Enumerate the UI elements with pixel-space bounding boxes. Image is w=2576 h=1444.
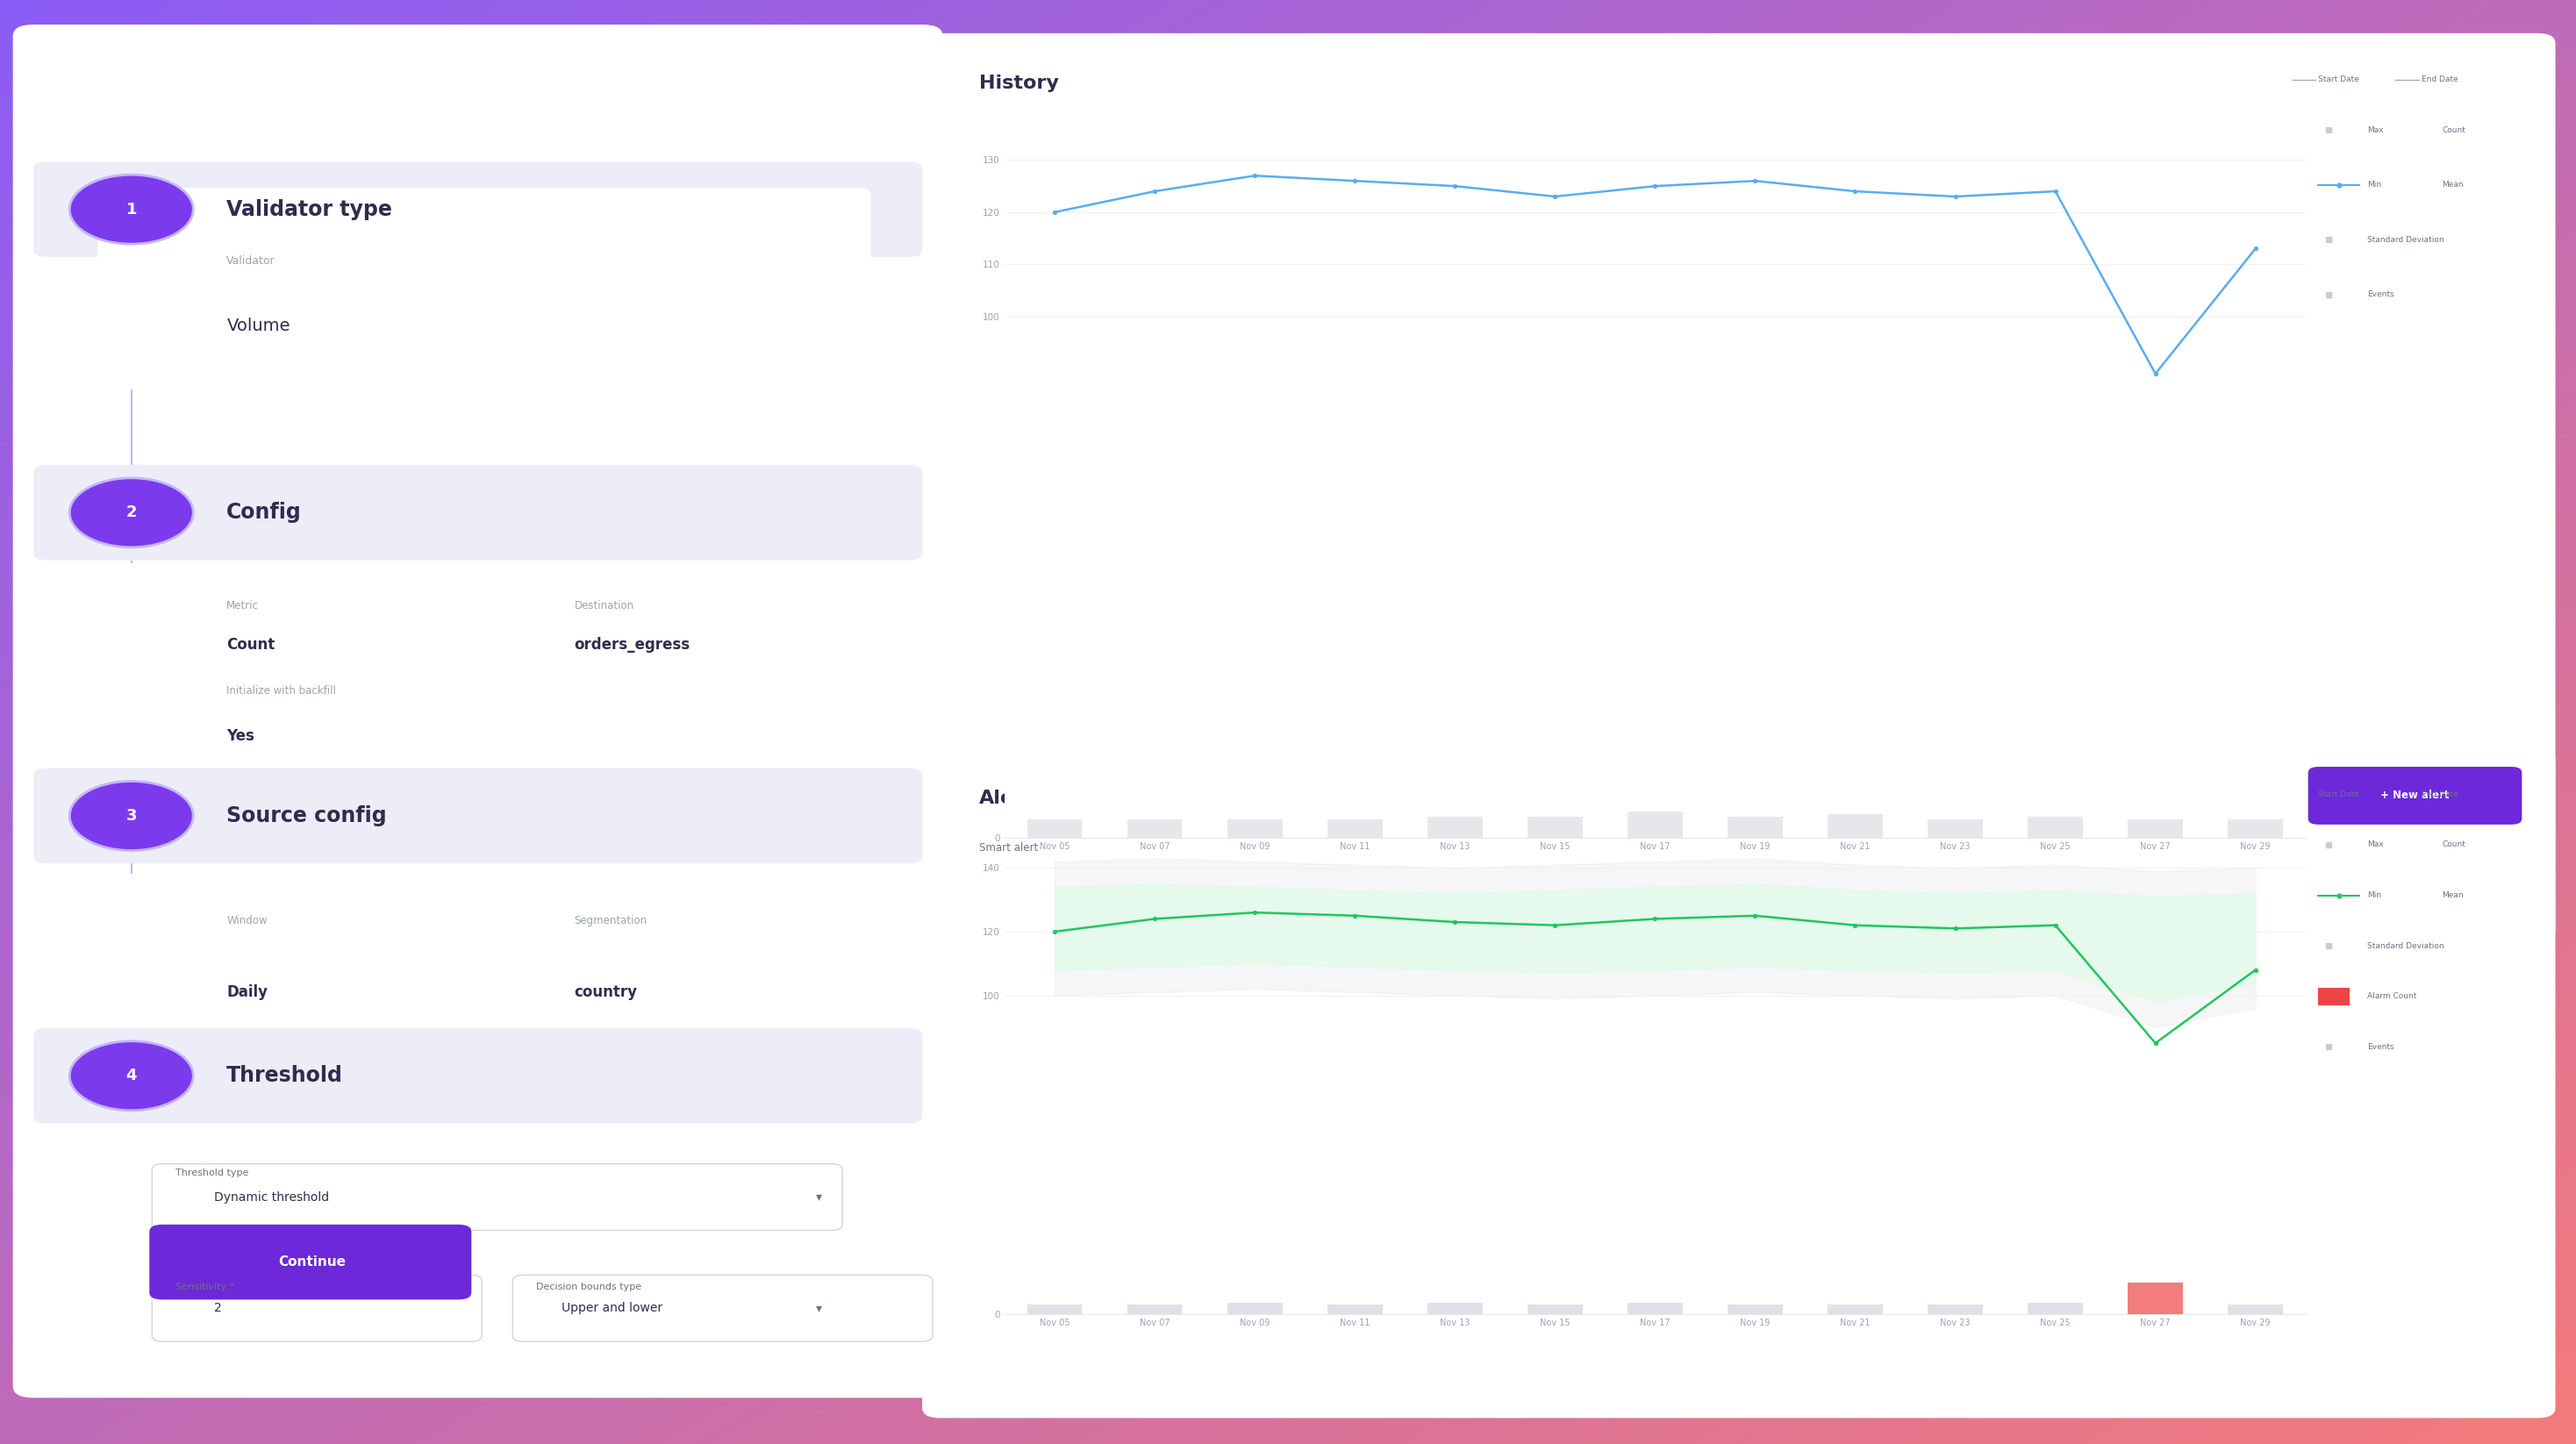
Text: + New alert: + New alert — [2380, 790, 2450, 801]
FancyBboxPatch shape — [33, 162, 922, 257]
Bar — [2128, 1282, 2182, 1314]
Text: 2: 2 — [126, 505, 137, 520]
FancyBboxPatch shape — [98, 563, 871, 773]
Bar — [1728, 1304, 1783, 1314]
Text: End Date: End Date — [2421, 790, 2458, 799]
Text: Events: Events — [2367, 290, 2393, 299]
Bar — [1028, 819, 1082, 838]
Text: Dynamic threshold: Dynamic threshold — [214, 1191, 330, 1203]
Bar — [1427, 817, 1481, 838]
Text: Min: Min — [2367, 180, 2380, 189]
Bar — [1128, 819, 1182, 838]
Text: 4: 4 — [126, 1069, 137, 1083]
Bar — [1327, 1304, 1383, 1314]
Bar — [1226, 1302, 1283, 1314]
Text: Events: Events — [2367, 1043, 2393, 1051]
Text: 1: 1 — [126, 202, 137, 217]
Bar — [1829, 1304, 1883, 1314]
Text: Segmentation: Segmentation — [574, 915, 647, 926]
Bar — [1628, 1302, 1682, 1314]
Text: Alerts: Alerts — [979, 790, 1046, 807]
Text: History: History — [979, 75, 1059, 92]
Text: Initialize with backfill: Initialize with backfill — [227, 686, 337, 697]
Text: Min: Min — [2367, 891, 2380, 900]
Text: Window: Window — [227, 915, 268, 926]
Text: Yes: Yes — [227, 728, 255, 744]
Bar — [1128, 1304, 1182, 1314]
Text: ▾: ▾ — [817, 1191, 822, 1203]
Bar — [1528, 1304, 1582, 1314]
Text: Mean: Mean — [2442, 180, 2463, 189]
FancyBboxPatch shape — [922, 33, 2555, 941]
Text: Start Date: Start Date — [2318, 75, 2360, 84]
Circle shape — [70, 1041, 193, 1110]
Text: country: country — [574, 985, 639, 999]
Circle shape — [70, 175, 193, 244]
Bar — [1028, 1304, 1082, 1314]
Bar — [1427, 1302, 1481, 1314]
Bar — [2128, 819, 2182, 838]
Text: Validator: Validator — [227, 256, 276, 266]
Bar — [2228, 819, 2282, 838]
Circle shape — [70, 478, 193, 547]
Text: Threshold type: Threshold type — [175, 1168, 247, 1177]
Text: Metric: Metric — [227, 599, 260, 611]
Bar — [2027, 1302, 2084, 1314]
Text: Count: Count — [227, 637, 276, 653]
FancyBboxPatch shape — [152, 1275, 482, 1341]
FancyBboxPatch shape — [98, 874, 871, 1047]
FancyBboxPatch shape — [513, 1275, 933, 1341]
FancyBboxPatch shape — [2318, 988, 2349, 1005]
Text: Threshold: Threshold — [227, 1066, 343, 1086]
Bar — [1327, 819, 1383, 838]
FancyBboxPatch shape — [33, 465, 922, 560]
Text: 3: 3 — [126, 809, 137, 823]
FancyBboxPatch shape — [13, 25, 943, 1398]
FancyBboxPatch shape — [922, 748, 2555, 1418]
Text: Daily: Daily — [227, 985, 268, 999]
Text: ▾: ▾ — [817, 1302, 822, 1314]
Text: Standard Deviation: Standard Deviation — [2367, 235, 2445, 244]
Text: Validator type: Validator type — [227, 199, 392, 219]
Text: Mean: Mean — [2442, 891, 2463, 900]
Bar — [1728, 817, 1783, 838]
Text: Smart alert: Smart alert — [979, 842, 1038, 853]
FancyBboxPatch shape — [152, 1164, 842, 1230]
Text: Volume: Volume — [227, 318, 291, 335]
Circle shape — [70, 781, 193, 851]
Bar — [1927, 819, 1984, 838]
Text: Count: Count — [2442, 840, 2465, 849]
Text: End Date: End Date — [2421, 75, 2458, 84]
Text: Max: Max — [2367, 840, 2383, 849]
Text: Decision bounds type: Decision bounds type — [536, 1282, 641, 1291]
Text: orders_egress: orders_egress — [574, 637, 690, 653]
Text: Alarm Count: Alarm Count — [2367, 992, 2416, 1001]
Text: Source config: Source config — [227, 806, 386, 826]
Bar — [1927, 1304, 1984, 1314]
Text: Config: Config — [227, 503, 301, 523]
Text: 2: 2 — [214, 1302, 222, 1314]
Text: Start Date: Start Date — [2318, 790, 2360, 799]
Bar — [2027, 817, 2084, 838]
Bar — [2228, 1304, 2282, 1314]
Bar — [1528, 817, 1582, 838]
Text: Upper and lower: Upper and lower — [562, 1302, 662, 1314]
FancyBboxPatch shape — [33, 1028, 922, 1123]
Text: Sensitivity *: Sensitivity * — [175, 1282, 234, 1291]
Text: Count: Count — [2442, 126, 2465, 134]
Text: Standard Deviation: Standard Deviation — [2367, 941, 2445, 950]
Text: Continue: Continue — [278, 1255, 345, 1269]
FancyBboxPatch shape — [149, 1225, 471, 1300]
Bar — [1829, 814, 1883, 838]
Bar — [1226, 819, 1283, 838]
Text: Destination: Destination — [574, 599, 634, 611]
Bar — [1628, 812, 1682, 838]
FancyBboxPatch shape — [2308, 767, 2522, 825]
FancyBboxPatch shape — [98, 188, 871, 390]
Text: Max: Max — [2367, 126, 2383, 134]
FancyBboxPatch shape — [33, 768, 922, 864]
